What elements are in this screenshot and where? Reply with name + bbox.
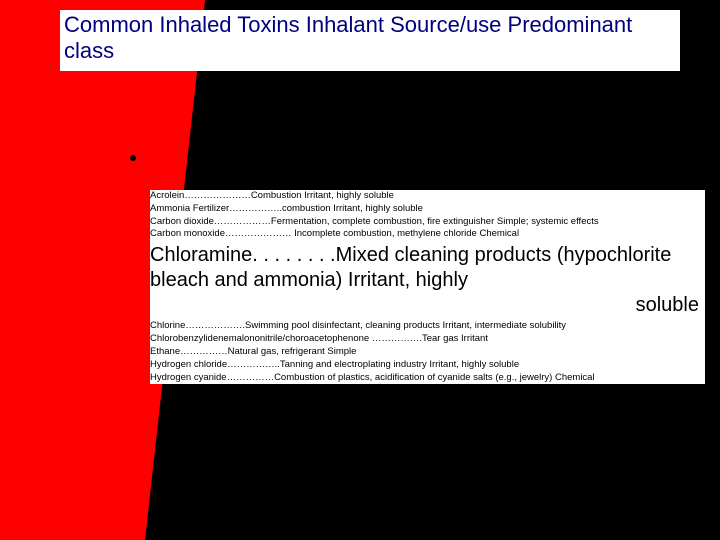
- row-hydrogen-chloride: Hydrogen chloride……………..Tanning and elec…: [150, 359, 705, 372]
- row-chlorine: Chlorine……………….Swimming pool disinfectan…: [150, 320, 705, 333]
- row-ammonia: Ammonia Fertilizer……………..combustion Irri…: [150, 203, 705, 216]
- bullet-dot: [130, 155, 136, 161]
- row-carbon-dioxide: Carbon dioxide………………Fermentation, comple…: [150, 216, 705, 229]
- row-chloramine-right: soluble: [150, 293, 705, 318]
- content-block: Acrolein…………………Combustion Irritant, high…: [150, 190, 705, 384]
- accent-triangle: [0, 0, 145, 540]
- row-chlorobenz: Chlorobenzylidenemalononitrile/choroacet…: [150, 333, 705, 346]
- row-carbon-monoxide: Carbon monoxide………………… Incomplete combus…: [150, 228, 705, 241]
- row-chloramine: Chloramine. . . . . . . .Mixed cleaning …: [150, 241, 705, 320]
- row-chloramine-text: Chloramine. . . . . . . .Mixed cleaning …: [150, 244, 671, 291]
- row-hydrogen-cyanide: Hydrogen cyanide……………Combustion of plast…: [150, 372, 705, 385]
- slide-title: Common Inhaled Toxins Inhalant Source/us…: [60, 10, 680, 71]
- row-ethane: Ethane……………Natural gas, refrigerant Simp…: [150, 346, 705, 359]
- row-acrolein: Acrolein…………………Combustion Irritant, high…: [150, 190, 705, 203]
